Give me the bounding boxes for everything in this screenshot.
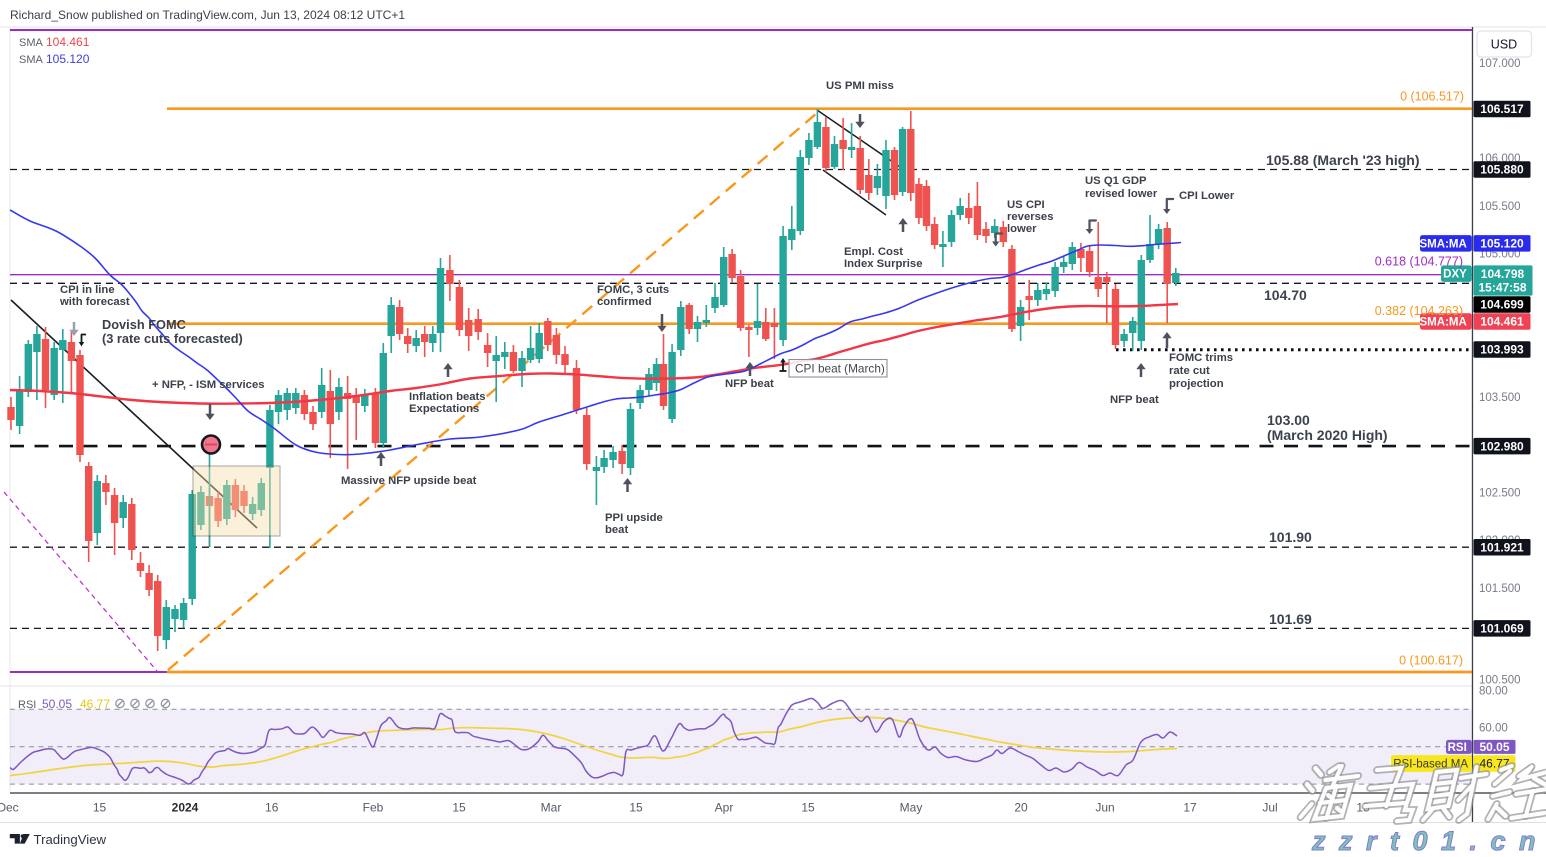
svg-text:Apr: Apr bbox=[715, 801, 734, 815]
svg-text:US CPI: US CPI bbox=[1007, 199, 1045, 211]
svg-text:US PMI miss: US PMI miss bbox=[826, 80, 894, 92]
svg-text:101.500: 101.500 bbox=[1479, 583, 1521, 595]
svg-text:confirmed: confirmed bbox=[597, 296, 652, 308]
svg-text:Empl. Cost: Empl. Cost bbox=[844, 246, 903, 258]
svg-text:Dec: Dec bbox=[0, 801, 19, 815]
svg-text:104.798: 104.798 bbox=[1481, 267, 1525, 281]
svg-text:NFP beat: NFP beat bbox=[1110, 394, 1159, 406]
svg-text:SMA:MA: SMA:MA bbox=[1420, 238, 1467, 250]
svg-text:Massive NFP upside beat: Massive NFP upside beat bbox=[341, 475, 477, 487]
svg-text:zzrt01.cn: zzrt01.cn bbox=[1311, 826, 1546, 856]
svg-text:0.618 (104.777): 0.618 (104.777) bbox=[1375, 255, 1463, 269]
svg-text:103.993: 103.993 bbox=[1480, 343, 1524, 357]
svg-text:rate cut: rate cut bbox=[1169, 365, 1210, 377]
svg-text:101.069: 101.069 bbox=[1480, 622, 1524, 636]
svg-text:105.88 (March '23 high): 105.88 (March '23 high) bbox=[1266, 152, 1420, 168]
svg-text:Expectations: Expectations bbox=[409, 403, 479, 415]
svg-text:Inflation beats: Inflation beats bbox=[409, 391, 486, 403]
svg-text:Feb: Feb bbox=[363, 801, 384, 815]
svg-text:SMA: SMA bbox=[19, 37, 44, 49]
svg-text:102.980: 102.980 bbox=[1480, 439, 1524, 453]
svg-text:SMA: SMA bbox=[19, 54, 44, 66]
svg-text:CPI Lower: CPI Lower bbox=[1179, 190, 1235, 202]
svg-text:lower: lower bbox=[1007, 223, 1037, 235]
svg-text:103.500: 103.500 bbox=[1479, 392, 1521, 404]
svg-text:(3 rate cuts forecasted): (3 rate cuts forecasted) bbox=[102, 331, 243, 346]
svg-text:Jun: Jun bbox=[1095, 801, 1114, 815]
svg-text:101.69: 101.69 bbox=[1269, 611, 1312, 627]
svg-text:104.70: 104.70 bbox=[1264, 287, 1307, 303]
svg-text:revised lower: revised lower bbox=[1085, 188, 1158, 200]
svg-text:107.000: 107.000 bbox=[1479, 58, 1521, 70]
svg-text:Richard_Snow published on Trad: Richard_Snow published on TradingView.co… bbox=[10, 8, 405, 22]
svg-text:US Q1 GDP: US Q1 GDP bbox=[1085, 175, 1147, 187]
svg-text:20: 20 bbox=[1014, 801, 1028, 815]
svg-text:(March 2020 High): (March 2020 High) bbox=[1267, 427, 1388, 443]
svg-text:SMA:MA: SMA:MA bbox=[1420, 317, 1467, 329]
svg-text:0 (106.517): 0 (106.517) bbox=[1400, 90, 1464, 104]
svg-text:100.500: 100.500 bbox=[1479, 675, 1521, 687]
svg-text:Mar: Mar bbox=[541, 801, 562, 815]
svg-text:TradingView: TradingView bbox=[34, 832, 107, 847]
svg-text:16: 16 bbox=[265, 801, 279, 815]
svg-text:104.461: 104.461 bbox=[1480, 315, 1524, 329]
svg-text:15: 15 bbox=[629, 801, 643, 815]
svg-text:105.500: 105.500 bbox=[1479, 201, 1521, 213]
svg-text:beat: beat bbox=[605, 524, 628, 536]
svg-text:17: 17 bbox=[1183, 801, 1197, 815]
svg-text:2024: 2024 bbox=[172, 801, 199, 815]
svg-text:Jul: Jul bbox=[1262, 801, 1277, 815]
svg-text:50.05: 50.05 bbox=[1479, 740, 1509, 754]
svg-text:PPI upside: PPI upside bbox=[605, 512, 663, 524]
svg-text:15:47:58: 15:47:58 bbox=[1478, 281, 1526, 295]
svg-text:DXY: DXY bbox=[1443, 269, 1467, 281]
svg-text:101.921: 101.921 bbox=[1480, 540, 1524, 554]
svg-text:15: 15 bbox=[93, 801, 107, 815]
svg-text:15: 15 bbox=[801, 801, 815, 815]
svg-text:104.699: 104.699 bbox=[1480, 298, 1524, 312]
svg-text:with forecast: with forecast bbox=[59, 296, 130, 308]
svg-text:FOMC, 3 cuts: FOMC, 3 cuts bbox=[597, 284, 669, 296]
svg-text:USD: USD bbox=[1491, 38, 1517, 52]
svg-text:102.500: 102.500 bbox=[1479, 487, 1521, 499]
svg-text:0 (100.617): 0 (100.617) bbox=[1399, 654, 1463, 668]
svg-text:15: 15 bbox=[452, 801, 466, 815]
svg-text:FOMC trims: FOMC trims bbox=[1169, 352, 1233, 364]
svg-text:46.77: 46.77 bbox=[80, 697, 110, 711]
svg-text:106.517: 106.517 bbox=[1480, 102, 1524, 116]
svg-text:projection: projection bbox=[1169, 378, 1224, 390]
svg-text:May: May bbox=[900, 801, 923, 815]
svg-text:CPI beat (March): CPI beat (March) bbox=[795, 362, 885, 376]
svg-text:105.880: 105.880 bbox=[1480, 163, 1524, 177]
svg-text:+ NFP, - ISM services: + NFP, - ISM services bbox=[152, 379, 265, 391]
svg-text:101.90: 101.90 bbox=[1269, 529, 1312, 545]
svg-text:105.120: 105.120 bbox=[1480, 237, 1524, 251]
svg-text:RSI: RSI bbox=[18, 699, 36, 711]
svg-text:Index Surprise: Index Surprise bbox=[844, 258, 922, 270]
svg-text:103.00: 103.00 bbox=[1267, 412, 1310, 428]
svg-text:104.461: 104.461 bbox=[46, 35, 90, 49]
svg-text:reverses: reverses bbox=[1007, 211, 1054, 223]
svg-text:60.00: 60.00 bbox=[1479, 723, 1508, 735]
svg-text:105.000: 105.000 bbox=[1479, 249, 1521, 261]
svg-text:80.00: 80.00 bbox=[1479, 686, 1508, 698]
svg-text:50.05: 50.05 bbox=[42, 697, 72, 711]
svg-text:CPI in line: CPI in line bbox=[60, 284, 115, 296]
svg-text:Dovish FOMC: Dovish FOMC bbox=[102, 317, 186, 332]
svg-text:NFP beat: NFP beat bbox=[725, 378, 774, 390]
svg-text:0.382 (104.263): 0.382 (104.263) bbox=[1375, 304, 1463, 318]
svg-text:105.120: 105.120 bbox=[46, 52, 90, 66]
svg-text:RSI: RSI bbox=[1448, 742, 1467, 754]
